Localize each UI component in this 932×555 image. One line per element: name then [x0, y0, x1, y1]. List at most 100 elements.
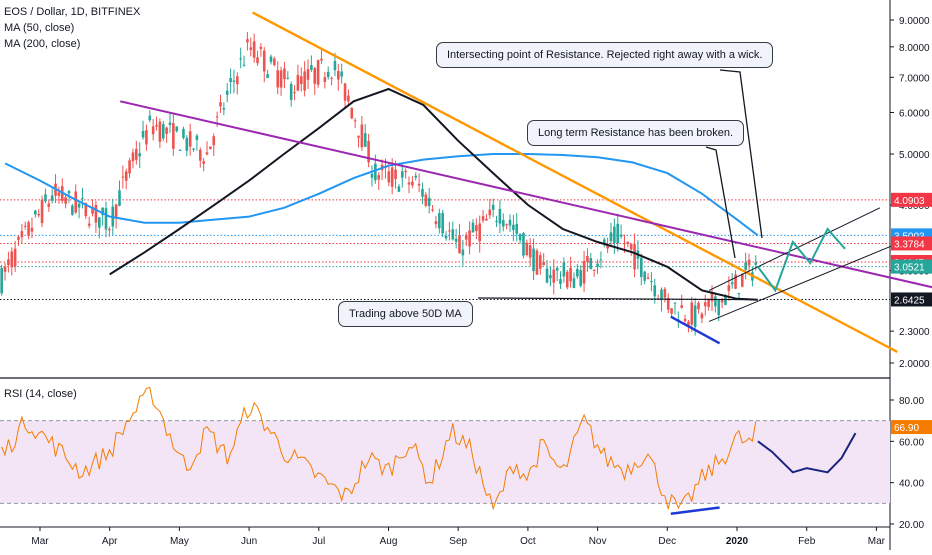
- candle-body: [101, 207, 104, 216]
- candle-body: [710, 293, 714, 302]
- candle-body: [565, 271, 569, 288]
- candle-body: [491, 204, 495, 210]
- candle-body: [609, 232, 613, 242]
- price-tag-label: 3.0521: [894, 263, 925, 274]
- time-tick-label: Sep: [449, 536, 467, 547]
- candle-body: [71, 205, 74, 215]
- candle-body: [528, 245, 532, 258]
- candle-body: [168, 122, 172, 125]
- candle-body: [242, 64, 246, 66]
- candle-body: [626, 241, 630, 244]
- price-tick-label: 2.0000: [899, 359, 930, 370]
- candle-body: [464, 234, 468, 240]
- candle-body: [559, 278, 562, 285]
- ma50-legend[interactable]: MA (50, close): [4, 22, 75, 34]
- ma200-legend[interactable]: MA (200, close): [4, 38, 81, 50]
- candle-body: [680, 305, 683, 308]
- candle-body: [542, 261, 545, 266]
- candle-body: [724, 295, 727, 305]
- candle-body: [10, 251, 14, 268]
- ma50-line: [109, 87, 758, 301]
- time-tick-label: Aug: [380, 536, 398, 547]
- candle-body: [276, 70, 280, 88]
- candle-body: [205, 152, 209, 155]
- candle-body: [421, 188, 424, 197]
- candle-body: [727, 285, 731, 291]
- candle-body: [165, 127, 168, 134]
- price-tick-label: 7.0000: [899, 73, 930, 84]
- candle-body: [131, 152, 135, 162]
- candle-body: [400, 171, 404, 178]
- symbol-label[interactable]: EOS / Dollar, 1D, BITFINEX: [4, 6, 141, 18]
- candle-body: [438, 213, 441, 229]
- candle-body: [286, 77, 290, 79]
- candle-body: [394, 169, 397, 179]
- candle-body: [478, 223, 482, 242]
- candle-body: [616, 223, 620, 244]
- candle-body: [215, 116, 219, 118]
- candle-body: [198, 149, 202, 161]
- candle-body: [172, 123, 175, 149]
- price-tag-label: 4.0903: [894, 196, 925, 207]
- price-tags: 4.09033.50033.37843.11473.05212.642566.9…: [891, 192, 932, 435]
- candle-body: [360, 124, 364, 148]
- candles: [0, 32, 758, 336]
- candle-body: [653, 285, 657, 297]
- candle-body: [118, 190, 121, 206]
- time-tick-label: Apr: [102, 536, 118, 547]
- candle-body: [572, 278, 576, 289]
- candle-body: [417, 183, 421, 186]
- rsi-legend[interactable]: RSI (14, close): [4, 388, 77, 400]
- candle-body: [488, 209, 492, 216]
- time-tick-label: Mar: [868, 536, 886, 547]
- candle-body: [444, 235, 448, 239]
- candle-body: [357, 135, 360, 138]
- candle-body: [239, 58, 242, 60]
- rsi-divergence-line: [670, 506, 720, 515]
- candle-body: [613, 226, 616, 244]
- indicator-lines: [4, 11, 932, 353]
- candle-body: [505, 224, 508, 226]
- legend: EOS / Dollar, 1D, BITFINEX MA (50, close…: [4, 4, 140, 52]
- candle-body: [387, 171, 391, 183]
- candle-body: [316, 60, 320, 85]
- price-level-lines: [0, 199, 890, 300]
- candle-body: [128, 160, 131, 174]
- candle-body: [747, 259, 751, 266]
- candle-body: [296, 74, 300, 91]
- candle-body: [374, 163, 377, 181]
- candle-body: [343, 83, 347, 101]
- candle-body: [135, 148, 138, 160]
- price-tick-label: 2.3000: [899, 327, 930, 338]
- candle-body: [293, 92, 296, 94]
- candle-body: [57, 192, 61, 196]
- candle-body: [451, 229, 455, 240]
- candle-body: [646, 277, 650, 280]
- candle-body: [77, 203, 81, 208]
- broken-pointer: [705, 146, 736, 259]
- candle-body: [700, 313, 704, 319]
- candle-body: [232, 80, 236, 82]
- candle-body: [94, 204, 98, 223]
- candle-body: [411, 181, 414, 186]
- candle-body: [13, 248, 17, 267]
- candle-body: [121, 176, 125, 178]
- candle-body: [87, 223, 91, 226]
- candle-body: [599, 259, 603, 261]
- rsi-tick-label: 60.00: [899, 437, 924, 448]
- candle-body: [310, 65, 313, 70]
- candle-body: [303, 71, 306, 91]
- candle-body: [404, 170, 407, 173]
- candle-body: [586, 256, 589, 262]
- candle-body: [518, 234, 522, 241]
- time-tick-label: Jun: [241, 536, 257, 547]
- candle-body: [138, 153, 141, 157]
- candle-body: [660, 289, 663, 301]
- candle-body: [175, 126, 179, 132]
- candle-body: [30, 227, 34, 232]
- candle-body: [693, 305, 697, 328]
- candle-body: [64, 197, 67, 204]
- candle-body: [67, 191, 71, 194]
- candle-body: [602, 239, 606, 245]
